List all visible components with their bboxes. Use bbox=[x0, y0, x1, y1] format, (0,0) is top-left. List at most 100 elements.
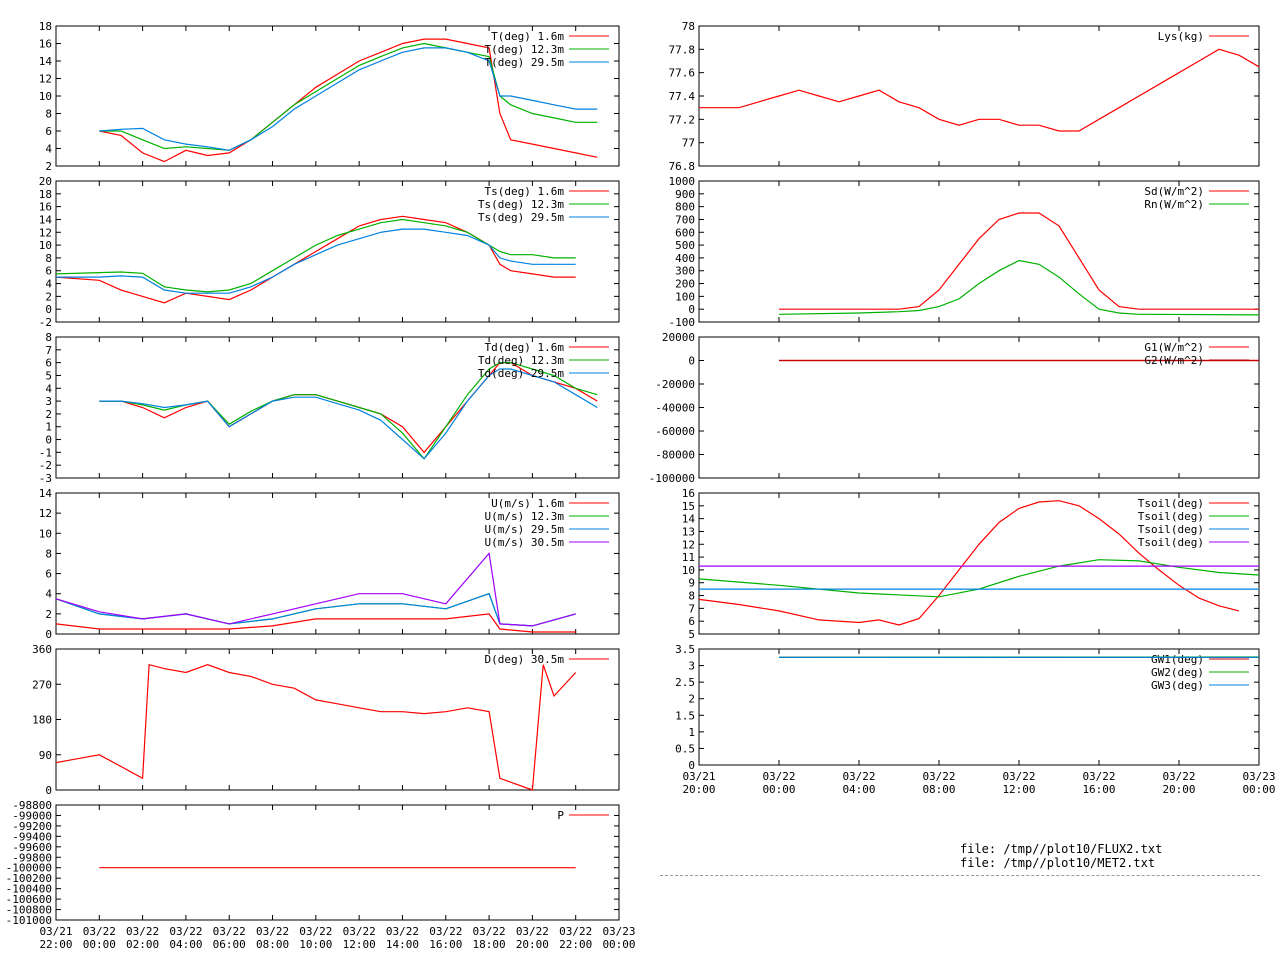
xtick-time-label: 14:00 bbox=[386, 938, 419, 951]
ytick-label-P: -98800 bbox=[12, 799, 52, 812]
ytick-label-U: 0 bbox=[45, 628, 52, 641]
file-label-flux: file: /tmp//plot10/FLUX2.txt bbox=[960, 842, 1162, 856]
ytick-label-Tsoil: 12 bbox=[682, 538, 695, 551]
ytick-label-T: 14 bbox=[39, 55, 53, 68]
ytick-label-Lys: 77.6 bbox=[669, 67, 696, 80]
ytick-label-Ts: 20 bbox=[39, 175, 52, 188]
ytick-label-Ts: 14 bbox=[39, 213, 53, 226]
legend-label-Ts-0: Ts(deg) 1.6m bbox=[485, 185, 565, 198]
legend-label-Td-2: Td(deg) 29.5m bbox=[478, 367, 564, 380]
ytick-label-Tsoil: 11 bbox=[682, 551, 695, 564]
ytick-label-Tsoil: 5 bbox=[688, 628, 695, 641]
ytick-label-Rad: 500 bbox=[675, 239, 695, 252]
ytick-label-Tsoil: 10 bbox=[682, 564, 695, 577]
ytick-label-T: 16 bbox=[39, 38, 52, 51]
legend-label-Rad-1: Rn(W/m^2) bbox=[1144, 198, 1204, 211]
ytick-label-GW: 1 bbox=[688, 726, 695, 739]
ytick-label-Td: 0 bbox=[45, 434, 52, 447]
ytick-label-GW: 2.5 bbox=[675, 676, 695, 689]
ytick-label-U: 6 bbox=[45, 568, 52, 581]
ytick-label-T: 6 bbox=[45, 125, 52, 138]
legend-label-Rad-0: Sd(W/m^2) bbox=[1144, 185, 1204, 198]
ytick-label-T: 12 bbox=[39, 73, 52, 86]
xtick-date-label: 03/22 bbox=[842, 770, 875, 783]
ytick-label-GW: 3 bbox=[688, 660, 695, 673]
ytick-label-Ts: 8 bbox=[45, 252, 52, 265]
xtick-time-label: 20:00 bbox=[682, 783, 715, 796]
xtick-date-label: 03/22 bbox=[1002, 770, 1035, 783]
legend-label-Ts-2: Ts(deg) 29.5m bbox=[478, 211, 564, 224]
ytick-label-Lys: 77 bbox=[682, 137, 695, 150]
ytick-label-G: -20000 bbox=[655, 378, 695, 391]
ytick-label-Ts: 18 bbox=[39, 188, 52, 201]
legend-label-G-1: G2(W/m^2) bbox=[1144, 354, 1204, 367]
xtick-date-label: 03/22 bbox=[516, 925, 549, 938]
series-line-Td-2 bbox=[99, 369, 597, 459]
ytick-label-Tsoil: 14 bbox=[682, 513, 696, 526]
ytick-label-U: 4 bbox=[45, 588, 52, 601]
legend-label-D-0: D(deg) 30.5m bbox=[485, 653, 565, 666]
ytick-label-G: -60000 bbox=[655, 425, 695, 438]
xtick-time-label: 08:00 bbox=[256, 938, 289, 951]
ytick-label-Ts: -2 bbox=[39, 316, 52, 329]
ytick-label-Rad: 700 bbox=[675, 213, 695, 226]
ytick-label-T: 18 bbox=[39, 20, 52, 33]
xtick-time-label: 22:00 bbox=[559, 938, 592, 951]
ytick-label-Td: 2 bbox=[45, 408, 52, 421]
xtick-time-label: 00:00 bbox=[602, 938, 635, 951]
ytick-label-G: -100000 bbox=[649, 472, 695, 485]
xtick-time-label: 12:00 bbox=[1002, 783, 1035, 796]
xtick-time-label: 16:00 bbox=[1082, 783, 1115, 796]
xtick-date-label: 03/22 bbox=[762, 770, 795, 783]
xtick-time-label: 00:00 bbox=[83, 938, 116, 951]
ytick-label-Lys: 78 bbox=[682, 20, 695, 33]
legend-label-GW-0: GW1(deg) bbox=[1151, 653, 1204, 666]
ytick-label-Tsoil: 7 bbox=[688, 602, 695, 615]
legend-label-G-0: G1(W/m^2) bbox=[1144, 341, 1204, 354]
legend-label-Tsoil-3: Tsoil(deg) bbox=[1138, 536, 1204, 549]
ytick-label-G: -40000 bbox=[655, 402, 695, 415]
series-line-D-0 bbox=[56, 665, 576, 790]
xtick-date-label: 03/22 bbox=[213, 925, 246, 938]
ytick-label-Ts: 10 bbox=[39, 239, 52, 252]
ytick-label-T: 4 bbox=[45, 143, 52, 156]
legend-label-P-0: P bbox=[557, 809, 564, 822]
xtick-date-label: 03/22 bbox=[126, 925, 159, 938]
xtick-time-label: 04:00 bbox=[842, 783, 875, 796]
ytick-label-Rad: 200 bbox=[675, 278, 695, 291]
legend-label-T-0: T(deg) 1.6m bbox=[491, 30, 564, 43]
ytick-label-Rad: 300 bbox=[675, 265, 695, 278]
plot-frame-P bbox=[56, 805, 619, 920]
legend-label-U-2: U(m/s) 29.5m bbox=[485, 523, 565, 536]
ytick-label-Tsoil: 15 bbox=[682, 500, 695, 513]
ytick-label-T: 2 bbox=[45, 160, 52, 173]
file-label-met: file: /tmp//plot10/MET2.txt bbox=[960, 856, 1162, 870]
plot-frame-Lys bbox=[699, 26, 1259, 166]
ytick-label-Ts: 4 bbox=[45, 278, 52, 291]
ytick-label-D: 180 bbox=[32, 714, 52, 727]
ytick-label-Rad: 900 bbox=[675, 188, 695, 201]
ytick-label-T: 8 bbox=[45, 108, 52, 121]
ytick-label-Rad: 800 bbox=[675, 201, 695, 214]
ytick-label-U: 2 bbox=[45, 608, 52, 621]
xtick-date-label: 03/21 bbox=[39, 925, 72, 938]
ytick-label-Td: -3 bbox=[39, 472, 52, 485]
ytick-label-Ts: 6 bbox=[45, 265, 52, 278]
xtick-time-label: 18:00 bbox=[473, 938, 506, 951]
separator-line bbox=[660, 875, 1260, 876]
file-info: file: /tmp//plot10/FLUX2.txt file: /tmp/… bbox=[960, 842, 1162, 870]
xtick-date-label: 03/22 bbox=[1082, 770, 1115, 783]
ytick-label-Tsoil: 6 bbox=[688, 615, 695, 628]
legend-label-T-2: T(deg) 29.5m bbox=[485, 56, 565, 69]
ytick-label-Td: -1 bbox=[39, 446, 52, 459]
ytick-label-Rad: 1000 bbox=[669, 175, 696, 188]
xtick-time-label: 20:00 bbox=[1162, 783, 1195, 796]
ytick-label-Td: 7 bbox=[45, 344, 52, 357]
xtick-date-label: 03/22 bbox=[256, 925, 289, 938]
ytick-label-G: -80000 bbox=[655, 449, 695, 462]
legend-label-Td-0: Td(deg) 1.6m bbox=[485, 341, 565, 354]
ytick-label-T: 10 bbox=[39, 90, 52, 103]
xtick-date-label: 03/22 bbox=[169, 925, 202, 938]
xtick-time-label: 10:00 bbox=[299, 938, 332, 951]
